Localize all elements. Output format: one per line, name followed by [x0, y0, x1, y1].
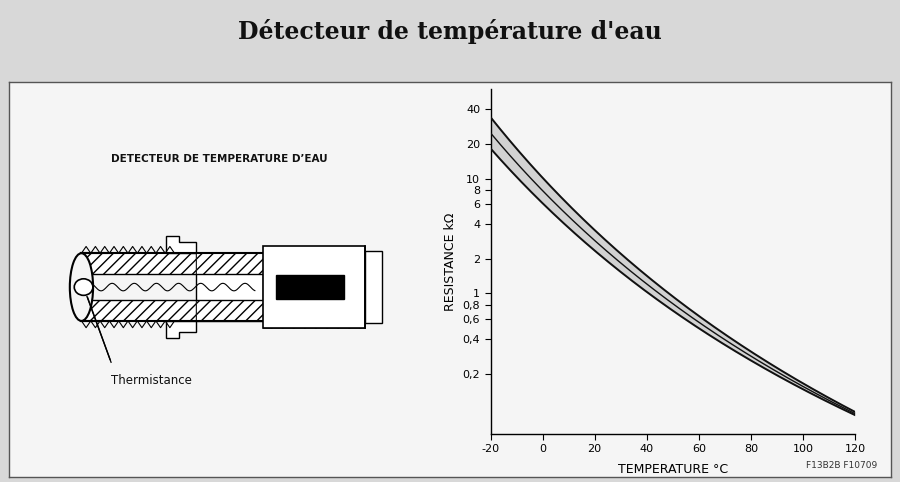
- Bar: [276, 275, 344, 299]
- Text: DETECTEUR DE TEMPERATURE D’EAU: DETECTEUR DE TEMPERATURE D’EAU: [111, 154, 328, 164]
- Bar: [264, 300, 364, 328]
- Bar: [81, 300, 306, 321]
- Circle shape: [75, 279, 93, 295]
- Polygon shape: [166, 236, 195, 253]
- Polygon shape: [166, 321, 195, 338]
- Text: F13B2B F10709: F13B2B F10709: [806, 461, 878, 470]
- Bar: [195, 253, 264, 274]
- Text: Thermistance: Thermistance: [111, 374, 192, 387]
- Bar: [264, 246, 364, 328]
- Bar: [81, 253, 306, 274]
- Y-axis label: RESISTANCE kΩ: RESISTANCE kΩ: [444, 212, 457, 311]
- Text: Détecteur de température d'eau: Détecteur de température d'eau: [238, 19, 662, 44]
- Bar: [264, 246, 364, 274]
- Bar: [195, 300, 264, 321]
- Bar: [364, 252, 382, 323]
- X-axis label: TEMPERATURE °C: TEMPERATURE °C: [617, 463, 728, 476]
- Bar: [195, 253, 264, 321]
- Ellipse shape: [70, 253, 93, 321]
